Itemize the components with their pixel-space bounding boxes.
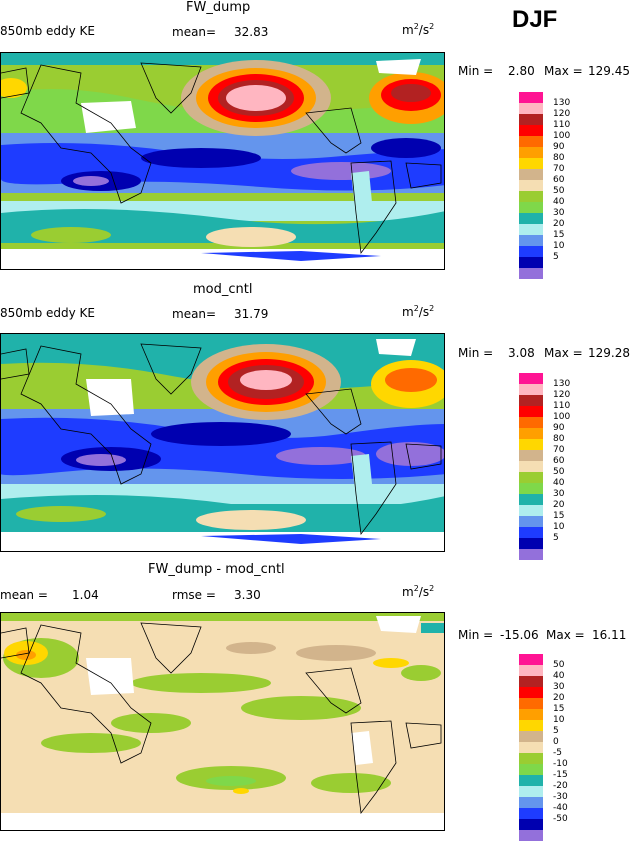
panel1-map: [0, 52, 445, 270]
panel1-tick: 110: [553, 120, 571, 130]
panel2-tick: 60: [553, 456, 565, 466]
panel3-tick: 40: [553, 671, 565, 681]
panel3-min-value: -15.06: [500, 628, 539, 642]
panel3-map: [0, 612, 445, 831]
panel2-tick: 10: [553, 522, 565, 532]
panel1-tick: 20: [553, 219, 565, 229]
panel2-tick: 15: [553, 511, 565, 521]
panel1-tick: 90: [553, 142, 565, 152]
panel2-map-field: [1, 334, 444, 551]
panel2-title: mod_cntl: [193, 282, 253, 297]
panel3-tick: 20: [553, 693, 565, 703]
panel3-max-value: 16.11: [592, 628, 627, 642]
panel3-tick: -40: [553, 803, 568, 813]
panel1-tick: 30: [553, 208, 565, 218]
panel3-tick: -30: [553, 792, 568, 802]
panel2-tick: 110: [553, 401, 571, 411]
panel2-max-label: Max =: [544, 346, 583, 360]
panel1-tick: 40: [553, 197, 565, 207]
panel3-tick: 30: [553, 682, 565, 692]
panel1-tick: 5: [553, 252, 559, 262]
panel3-max-label: Max =: [546, 628, 585, 642]
panel1-mean-label: mean=: [172, 25, 217, 39]
panel3-tick: 15: [553, 704, 565, 714]
panel2-tick: 130: [553, 379, 571, 389]
panel3-tick: 10: [553, 715, 565, 725]
panel3-tick: 5: [553, 726, 559, 736]
panel3-rmse-value: 3.30: [234, 588, 261, 602]
panel1-min-value: 2.80: [508, 64, 535, 78]
panel1-tick: 50: [553, 186, 565, 196]
panel2-tick: 40: [553, 478, 565, 488]
panel1-mean-value: 32.83: [234, 25, 269, 39]
panel3-tick: -5: [553, 748, 562, 758]
panel2-field-label: 850mb eddy KE: [0, 306, 96, 320]
panel2-tick: 50: [553, 467, 565, 477]
panel2-min-label: Min =: [458, 346, 494, 360]
panel1-field-label: 850mb eddy KE: [0, 24, 96, 38]
panel1-tick: 130: [553, 98, 571, 108]
panel3-tick: -20: [553, 781, 568, 791]
panel1-max-label: Max =: [544, 64, 583, 78]
panel2-tick: 20: [553, 500, 565, 510]
panel3-tick: 0: [553, 737, 559, 747]
panel1-tick: 80: [553, 153, 565, 163]
panel2-max-value: 129.28: [588, 346, 630, 360]
panel3-rmse-label: rmse =: [172, 588, 216, 602]
panel3-min-label: Min =: [458, 628, 494, 642]
panel3-map-field: [1, 613, 444, 830]
panel2-tick: 80: [553, 434, 565, 444]
panel1-tick: 120: [553, 109, 571, 119]
panel1-tick: 100: [553, 131, 571, 141]
panel2-tick: 70: [553, 445, 565, 455]
panel3-tick: 50: [553, 660, 565, 670]
panel1-units: m2/s2: [402, 22, 435, 37]
panel3-tick: -15: [553, 770, 568, 780]
season-label: DJF: [512, 6, 558, 33]
panel3-title: FW_dump - mod_cntl: [148, 562, 285, 577]
panel3-mean-value: 1.04: [72, 588, 99, 602]
panel1-tick: 10: [553, 241, 565, 251]
panel2-tick: 5: [553, 533, 559, 543]
panel1-min-label: Min =: [458, 64, 494, 78]
panel2-mean-value: 31.79: [234, 307, 269, 321]
panel1-title: FW_dump: [186, 0, 251, 15]
panel2-min-value: 3.08: [508, 346, 535, 360]
panel2-map: [0, 333, 445, 552]
panel1-map-field: [1, 53, 444, 269]
panel2-tick: 120: [553, 390, 571, 400]
panel3-units: m2/s2: [402, 584, 435, 599]
panel2-tick: 90: [553, 423, 565, 433]
panel2-tick: 100: [553, 412, 571, 422]
panel1-tick: 70: [553, 164, 565, 174]
panel3-mean-label: mean =: [0, 588, 48, 602]
panel3-tick: -50: [553, 814, 568, 824]
panel2-mean-label: mean=: [172, 307, 217, 321]
panel2-tick: 30: [553, 489, 565, 499]
panel1-max-value: 129.45: [588, 64, 630, 78]
panel3-tick: -10: [553, 759, 568, 769]
panel1-tick: 15: [553, 230, 565, 240]
panel1-tick: 60: [553, 175, 565, 185]
panel2-units: m2/s2: [402, 304, 435, 319]
